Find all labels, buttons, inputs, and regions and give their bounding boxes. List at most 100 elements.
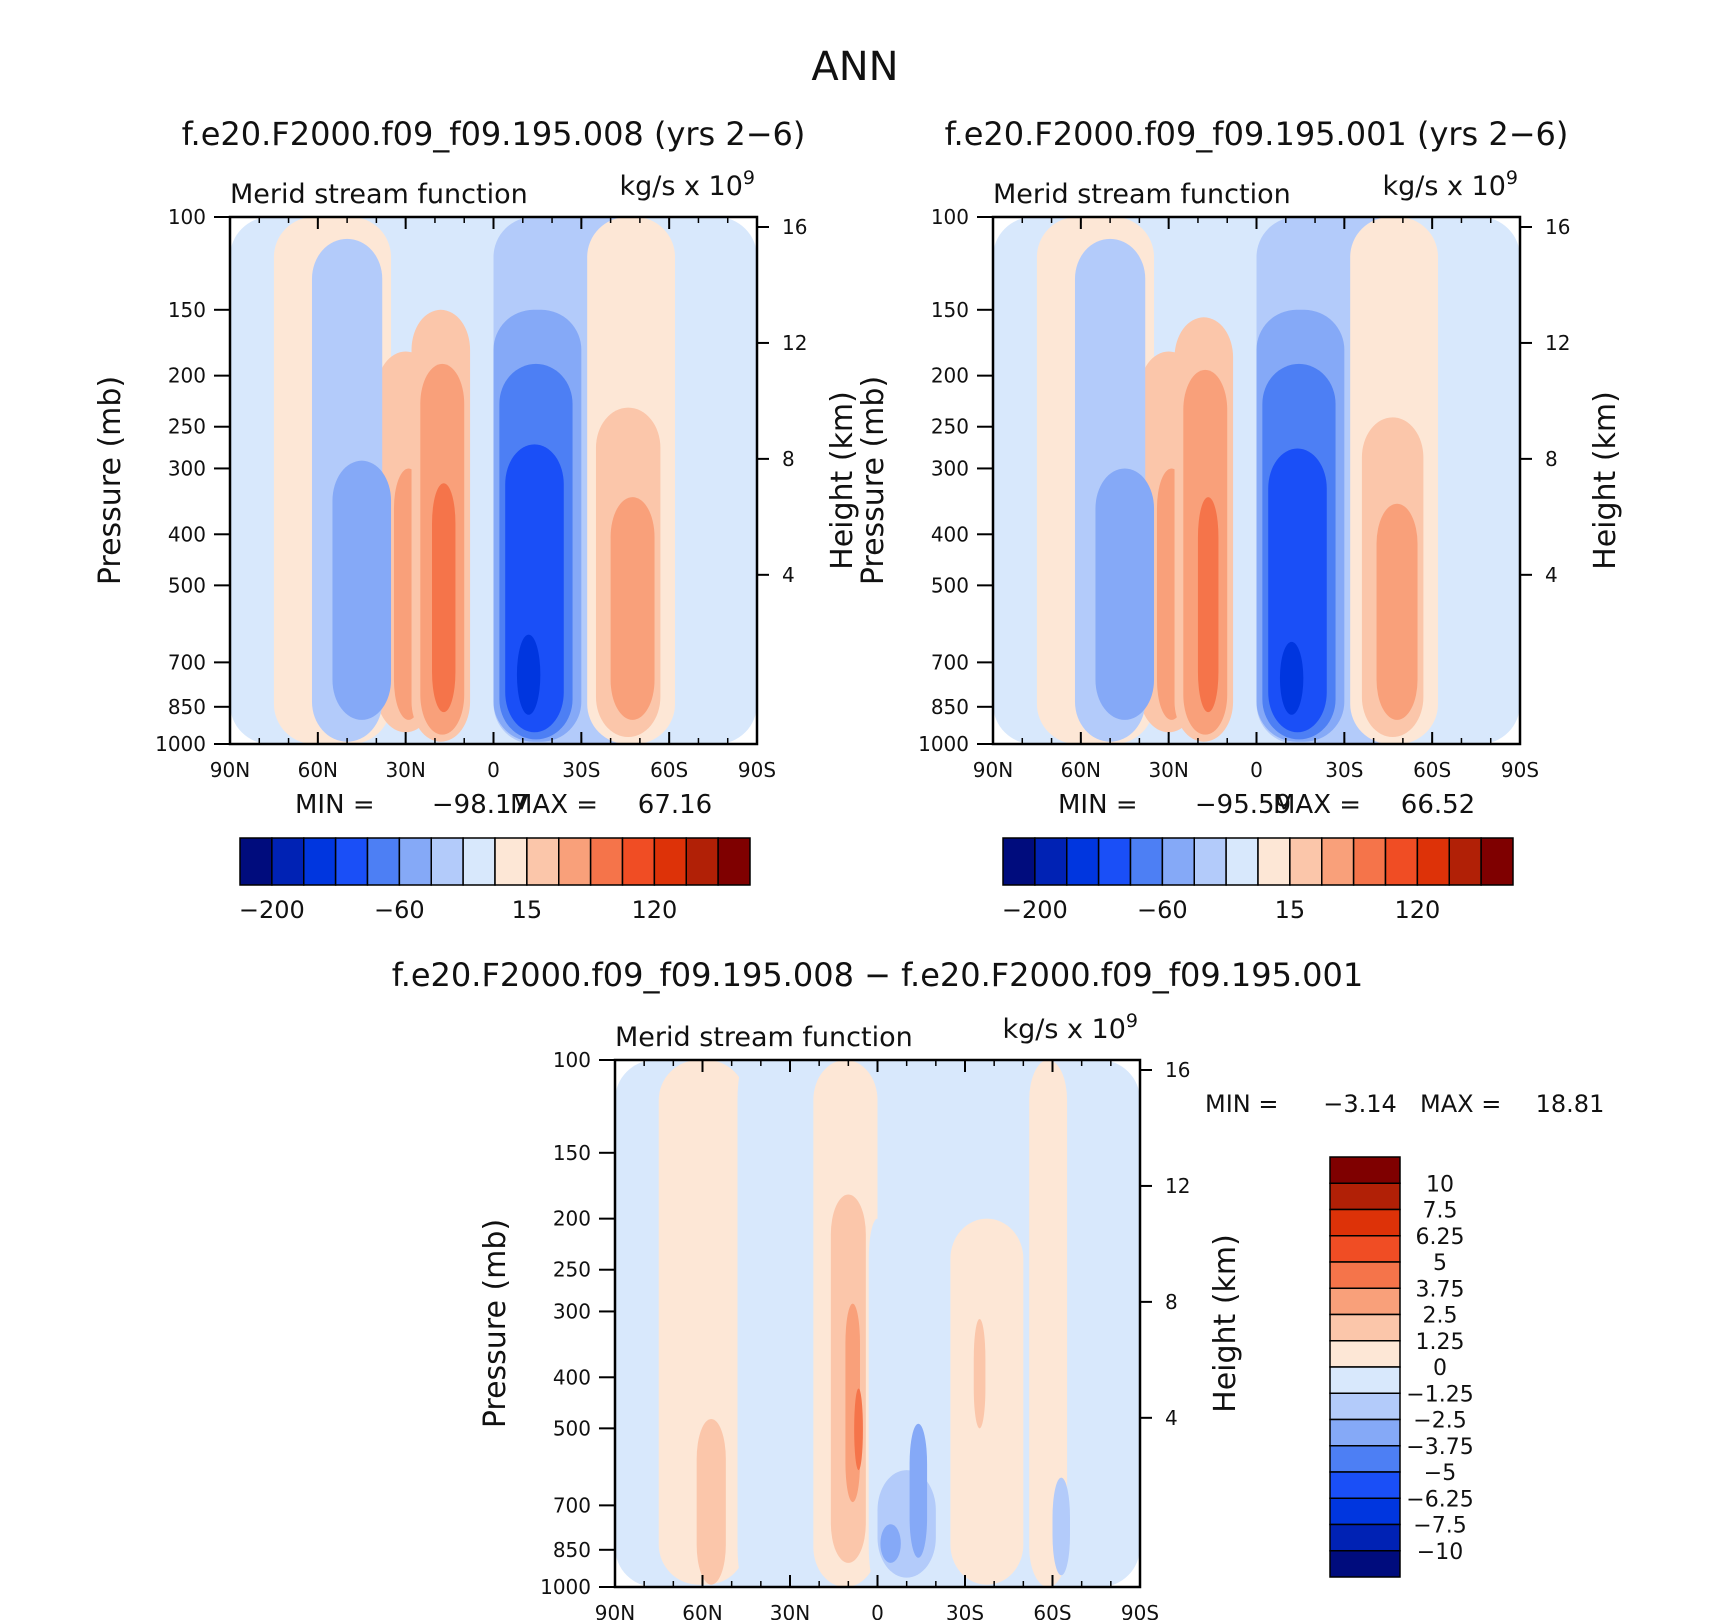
x-tick-label: 60S — [1033, 1601, 1071, 1620]
colorbar-box — [1193, 837, 1227, 886]
colorbar-label: 1.25 — [1416, 1330, 1465, 1355]
y-right-tick-label: 4 — [782, 563, 795, 587]
colorbar-box — [653, 837, 687, 886]
panel-subtitle: Merid stream function — [993, 179, 1291, 210]
colorbar-box — [558, 837, 592, 886]
colorbar-box — [239, 837, 273, 886]
colorbar-box — [1384, 837, 1419, 886]
contour-region — [880, 1524, 901, 1563]
colorbar-box — [1329, 1471, 1401, 1499]
colorbar-box — [621, 837, 656, 886]
colorbar-box — [1480, 837, 1514, 886]
panel-title: f.e20.F2000.f09_f09.195.001 (yrs 2−6) — [945, 115, 1569, 153]
colorbar-label: −200 — [1002, 896, 1068, 924]
contour-region — [1279, 641, 1304, 715]
y-tick-label: 850 — [553, 1538, 591, 1562]
colorbar-box — [1329, 1550, 1401, 1578]
contour-area — [615, 1060, 1140, 1587]
y-right-axis-label: Height (km) — [1208, 1234, 1243, 1413]
x-tick-label: 90N — [595, 1601, 635, 1620]
colorbar-box — [1066, 837, 1100, 886]
y-tick-label: 200 — [931, 364, 969, 388]
max-value: 18.81 — [1536, 1090, 1605, 1118]
units-label: kg/s x 109 — [1382, 167, 1518, 202]
min-value: −3.14 — [1323, 1090, 1397, 1118]
max-label: MAX = — [1273, 790, 1361, 820]
panel-title: f.e20.F2000.f09_f09.195.008 − f.e20.F200… — [392, 956, 1364, 994]
y-right-tick-label: 8 — [1165, 1290, 1178, 1314]
contour-region — [900, 1060, 930, 1312]
colorbar: 107.56.2553.752.51.250−1.25−2.5−3.75−5−6… — [1329, 1156, 1474, 1578]
colorbar-box — [271, 837, 305, 886]
y-tick-label: 700 — [168, 650, 206, 674]
y-tick-label: 100 — [931, 205, 969, 229]
y-right-tick-label: 16 — [782, 215, 807, 239]
y-right-axis-label: Height (km) — [1588, 391, 1623, 570]
min-label: MIN = — [295, 790, 375, 820]
colorbar-box — [398, 837, 432, 886]
min-value: −98.17 — [432, 790, 528, 820]
y-tick-label: 850 — [168, 695, 206, 719]
colorbar-box — [717, 837, 751, 886]
x-tick-label: 0 — [871, 1601, 884, 1620]
x-tick-label: 60S — [650, 758, 688, 782]
contour-region — [950, 1218, 1024, 1585]
colorbar-label: 3.75 — [1416, 1277, 1465, 1302]
x-tick-label: 90S — [1121, 1601, 1159, 1620]
colorbar-box — [1329, 1208, 1401, 1237]
x-tick-label: 60S — [1413, 758, 1451, 782]
x-tick-label: 30N — [385, 758, 425, 782]
colorbar-label: −200 — [239, 896, 305, 924]
y-right-tick-label: 16 — [1165, 1058, 1190, 1082]
y-tick-label: 150 — [553, 1141, 591, 1165]
colorbar-label: −7.5 — [1413, 1514, 1466, 1539]
y-tick-label: 850 — [931, 695, 969, 719]
y-tick-label: 500 — [553, 1416, 591, 1440]
colorbar-box — [334, 837, 369, 886]
colorbar-box — [1329, 1261, 1401, 1289]
contour-region — [432, 483, 456, 713]
colorbar-label: 10 — [1426, 1172, 1454, 1197]
colorbar-label: 6.25 — [1416, 1225, 1465, 1250]
contour-region — [854, 1388, 863, 1471]
y-tick-label: 250 — [931, 415, 969, 439]
colorbar-box — [1329, 1340, 1401, 1368]
colorbar-label: −2.5 — [1413, 1409, 1466, 1434]
x-tick-label: 30S — [562, 758, 600, 782]
x-tick-label: 60N — [1061, 758, 1101, 782]
y-axis-label: Pressure (mb) — [478, 1219, 513, 1428]
colorbar-label: −6.25 — [1406, 1487, 1473, 1512]
y-tick-label: 700 — [553, 1493, 591, 1517]
colorbar-box — [1352, 837, 1387, 886]
colorbar-box — [1329, 1497, 1401, 1526]
x-tick-label: 90S — [738, 758, 776, 782]
y-tick-label: 250 — [168, 415, 206, 439]
colorbar-box — [1257, 837, 1291, 886]
colorbar-box — [303, 837, 337, 886]
y-right-tick-label: 12 — [1165, 1174, 1190, 1198]
units-label: kg/s x 109 — [1002, 1010, 1138, 1045]
y-right-tick-label: 8 — [1545, 447, 1558, 471]
x-tick-label: 60N — [682, 1601, 722, 1620]
y-axis-label: Pressure (mb) — [93, 376, 128, 585]
contour-region — [909, 1423, 928, 1558]
max-value: 67.16 — [638, 790, 712, 820]
x-tick-label: 0 — [487, 758, 500, 782]
y-tick-label: 300 — [168, 456, 206, 480]
colorbar-box — [1321, 837, 1355, 886]
colorbar-box — [1329, 1445, 1401, 1473]
y-tick-label: 1000 — [540, 1575, 591, 1599]
x-tick-label: 30S — [946, 1601, 984, 1620]
contour-region — [1197, 497, 1219, 713]
colorbar-box — [366, 837, 401, 886]
colorbar-label: 2.5 — [1423, 1304, 1458, 1329]
panel-1: f.e20.F2000.f09_f09.195.008 (yrs 2−6) Mer… — [93, 115, 860, 924]
x-tick-label: 30N — [770, 1601, 810, 1620]
colorbar-box — [1329, 1523, 1401, 1552]
contour-region — [1095, 468, 1155, 720]
panel-2: f.e20.F2000.f09_f09.195.001 (yrs 2−6) Mer… — [856, 115, 1623, 924]
y-tick-label: 250 — [553, 1258, 591, 1282]
x-tick-label: 60N — [298, 758, 338, 782]
contour-region — [1029, 1060, 1068, 1587]
colorbar-label: 15 — [512, 896, 543, 924]
